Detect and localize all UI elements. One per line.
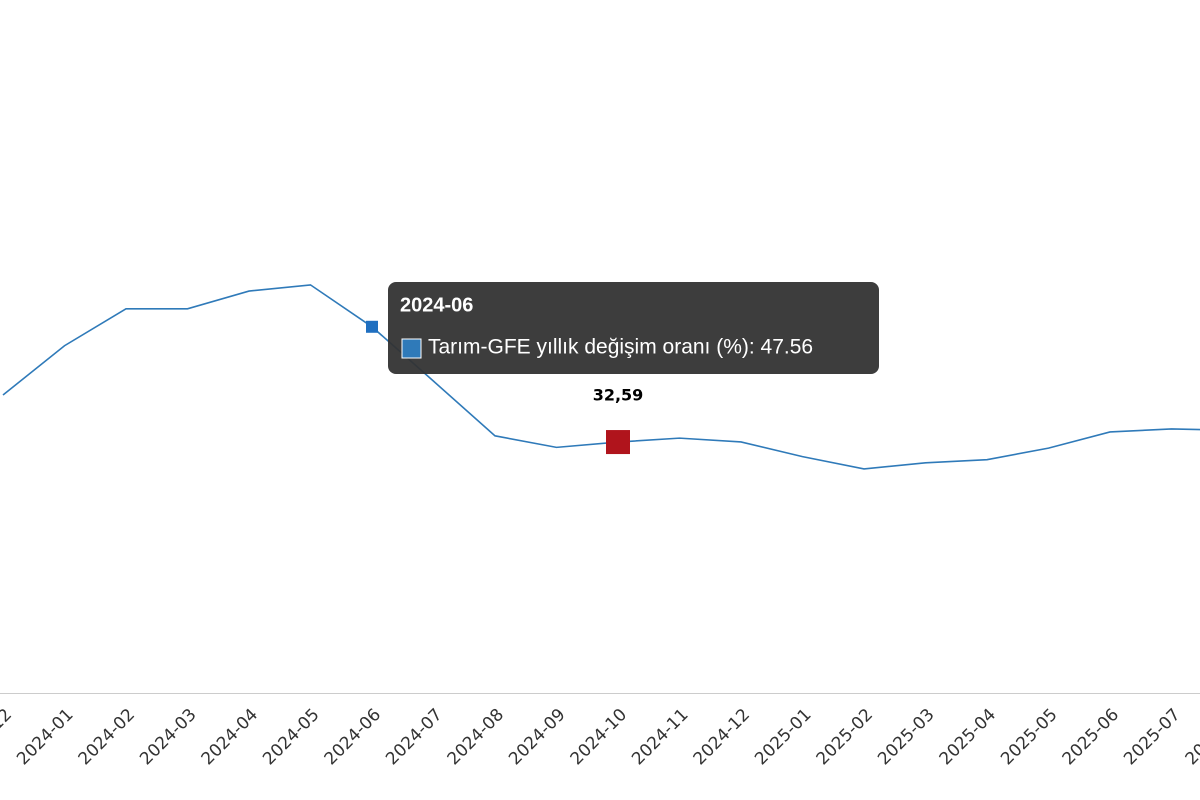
x-tick-label: 2025-06 [1059,705,1123,769]
x-tick-label: 2024-05 [259,705,323,769]
x-tick-label: 2025-01 [751,705,815,769]
x-tick-label: 2025-07 [1120,705,1184,769]
hover-marker [366,320,378,333]
x-tick-label: 2025-04 [936,705,1000,769]
tooltip-label: Tarım-GFE yıllık değişim oranı (%): 47.5… [428,336,813,359]
tooltip-box [388,282,879,374]
x-tick-label: 2025-03 [874,705,938,769]
x-tick-label: 2024-11 [628,705,692,769]
x-tick-label: 2024-02 [75,705,139,769]
x-tick-label: 2023-12 [0,705,16,769]
x-tick-label: 2024-01 [13,705,77,769]
tooltip-swatch [401,338,422,359]
x-tick-label: 2024-04 [198,705,262,769]
x-tick-label: 2024-03 [136,705,200,769]
data-label: 32,59 [593,386,644,405]
x-tick-label: 2024-10 [567,705,631,769]
x-tick-label: 2024-08 [444,705,508,769]
x-tick-label: 2024-12 [690,705,754,769]
x-tick-label: 2024-06 [321,705,385,769]
x-tick-label: 2025-02 [813,705,877,769]
tooltip: 2024-06 Tarım-GFE yıllık değişim oranı (%… [388,282,879,374]
x-tick-label: 2025-08 [1182,705,1200,769]
x-tick-label: 2025-05 [997,705,1061,769]
tooltip-title: 2024-06 [400,294,473,316]
x-tick-label: 2024-07 [382,705,446,769]
highlight-marker [606,430,630,455]
x-tick-label: 2024-09 [505,705,569,769]
